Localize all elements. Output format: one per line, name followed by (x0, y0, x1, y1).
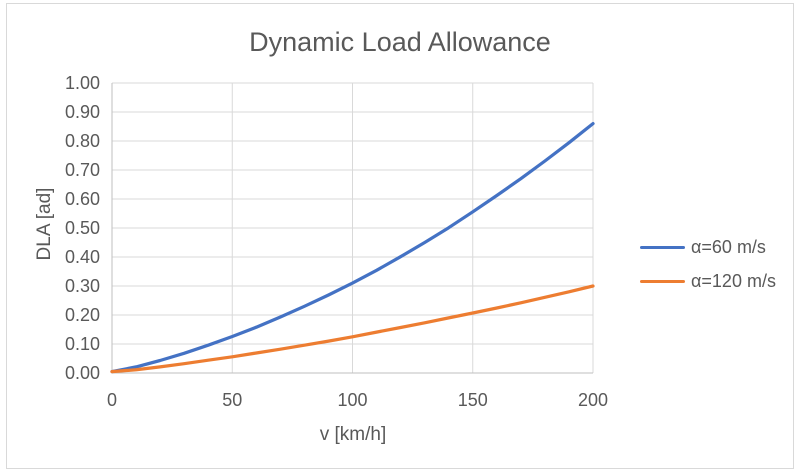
legend-label-alpha-60: α=60 m/s (691, 236, 766, 257)
y-tick-label: 0.30 (65, 276, 100, 296)
series-line-1 (110, 284, 595, 374)
x-tick-label: 150 (458, 390, 488, 410)
y-tick-label: 1.00 (65, 73, 100, 93)
y-tick-label: 0.00 (65, 363, 100, 383)
y-tick-label: 0.90 (65, 102, 100, 122)
legend-line-swatch-blue (640, 245, 685, 249)
legend: α=60 m/s α=120 m/s (640, 236, 776, 292)
y-tick-label: 0.80 (65, 131, 100, 151)
y-tick-label: 0.70 (65, 160, 100, 180)
y-axis-title: DLA [ad] (34, 187, 55, 261)
x-axis-title: v [km/h] (319, 424, 387, 445)
x-tick-label: 100 (337, 390, 367, 410)
series-line-0 (110, 121, 595, 374)
chart-title: Dynamic Load Allowance (249, 27, 551, 57)
y-tick-label: 0.50 (65, 218, 100, 238)
legend-item-alpha-60: α=60 m/s (640, 236, 776, 258)
y-tick-label: 0.20 (65, 305, 100, 325)
legend-line-swatch-orange (640, 279, 685, 283)
legend-item-alpha-120: α=120 m/s (640, 270, 776, 292)
x-tick-label: 50 (222, 390, 242, 410)
x-tick-label: 0 (107, 390, 117, 410)
y-tick-label: 0.60 (65, 189, 100, 209)
legend-label-alpha-120: α=120 m/s (691, 270, 776, 291)
y-tick-label: 0.10 (65, 334, 100, 354)
y-tick-label: 0.40 (65, 247, 100, 267)
x-tick-label: 200 (578, 390, 608, 410)
